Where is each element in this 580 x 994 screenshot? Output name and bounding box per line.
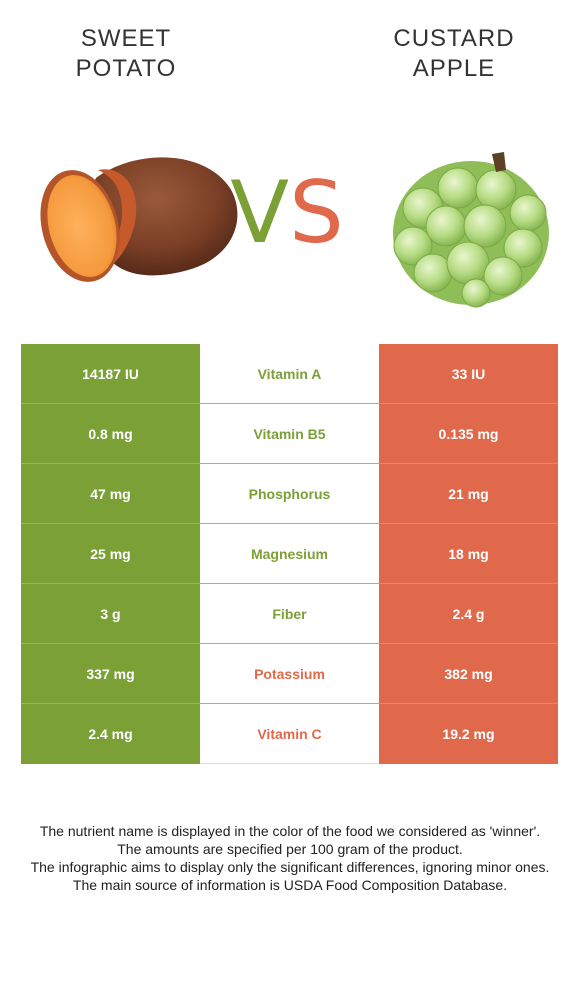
right-food-title-line2: APPLE xyxy=(412,55,496,82)
sweet-potato-image xyxy=(40,157,238,282)
right-food-value: 382 mg xyxy=(379,644,558,704)
table-row: 47 mg Phosphorus 21 mg xyxy=(21,464,558,524)
nutrient-name: Vitamin C xyxy=(200,704,379,764)
footnote-amounts: The amounts are specified per 100 gram o… xyxy=(117,841,463,857)
nutrient-comparison-table: 14187 IU Vitamin A 33 IU 0.8 mg Vitamin … xyxy=(21,344,558,764)
nutrient-name: Potassium xyxy=(200,644,379,704)
left-food-value: 14187 IU xyxy=(21,344,200,404)
footnote-aim: The infographic aims to display only the… xyxy=(30,859,550,875)
vs-v-letter: V xyxy=(230,163,290,263)
left-food-value: 25 mg xyxy=(21,524,200,584)
versus-label: VS xyxy=(222,168,352,258)
nutrient-name: Vitamin A xyxy=(200,344,379,404)
right-food-title: CUSTARD APPLE xyxy=(364,24,544,84)
table-row: 14187 IU Vitamin A 33 IU xyxy=(21,344,558,404)
table-row: 25 mg Magnesium 18 mg xyxy=(21,524,558,584)
table-row: 337 mg Potassium 382 mg xyxy=(21,644,558,704)
footnotes: The nutrient name is displayed in the co… xyxy=(20,822,560,894)
right-food-title-line1: CUSTARD xyxy=(393,25,515,52)
left-food-value: 337 mg xyxy=(21,644,200,704)
custard-apple-image xyxy=(393,152,549,308)
right-food-value: 33 IU xyxy=(379,344,558,404)
left-food-title: SWEET POTATO xyxy=(36,24,216,84)
left-food-value: 3 g xyxy=(21,584,200,644)
left-food-title-line1: SWEET xyxy=(80,25,172,52)
nutrient-name: Vitamin B5 xyxy=(200,404,379,464)
right-food-value: 19.2 mg xyxy=(379,704,558,764)
nutrient-name: Phosphorus xyxy=(200,464,379,524)
nutrient-name: Magnesium xyxy=(200,524,379,584)
right-food-value: 2.4 g xyxy=(379,584,558,644)
left-food-value: 47 mg xyxy=(21,464,200,524)
right-food-value: 21 mg xyxy=(379,464,558,524)
left-food-value: 0.8 mg xyxy=(21,404,200,464)
nutrient-name: Fiber xyxy=(200,584,379,644)
table-row: 2.4 mg Vitamin C 19.2 mg xyxy=(21,704,558,764)
right-food-value: 18 mg xyxy=(379,524,558,584)
footnote-source: The main source of information is USDA F… xyxy=(72,877,508,893)
footnote-winner-color: The nutrient name is displayed in the co… xyxy=(39,823,541,839)
right-food-value: 0.135 mg xyxy=(379,404,558,464)
left-food-value: 2.4 mg xyxy=(21,704,200,764)
table-row: 0.8 mg Vitamin B5 0.135 mg xyxy=(21,404,558,464)
left-food-title-line2: POTATO xyxy=(75,55,177,82)
vs-s-letter: S xyxy=(289,163,344,263)
table-row: 3 g Fiber 2.4 g xyxy=(21,584,558,644)
